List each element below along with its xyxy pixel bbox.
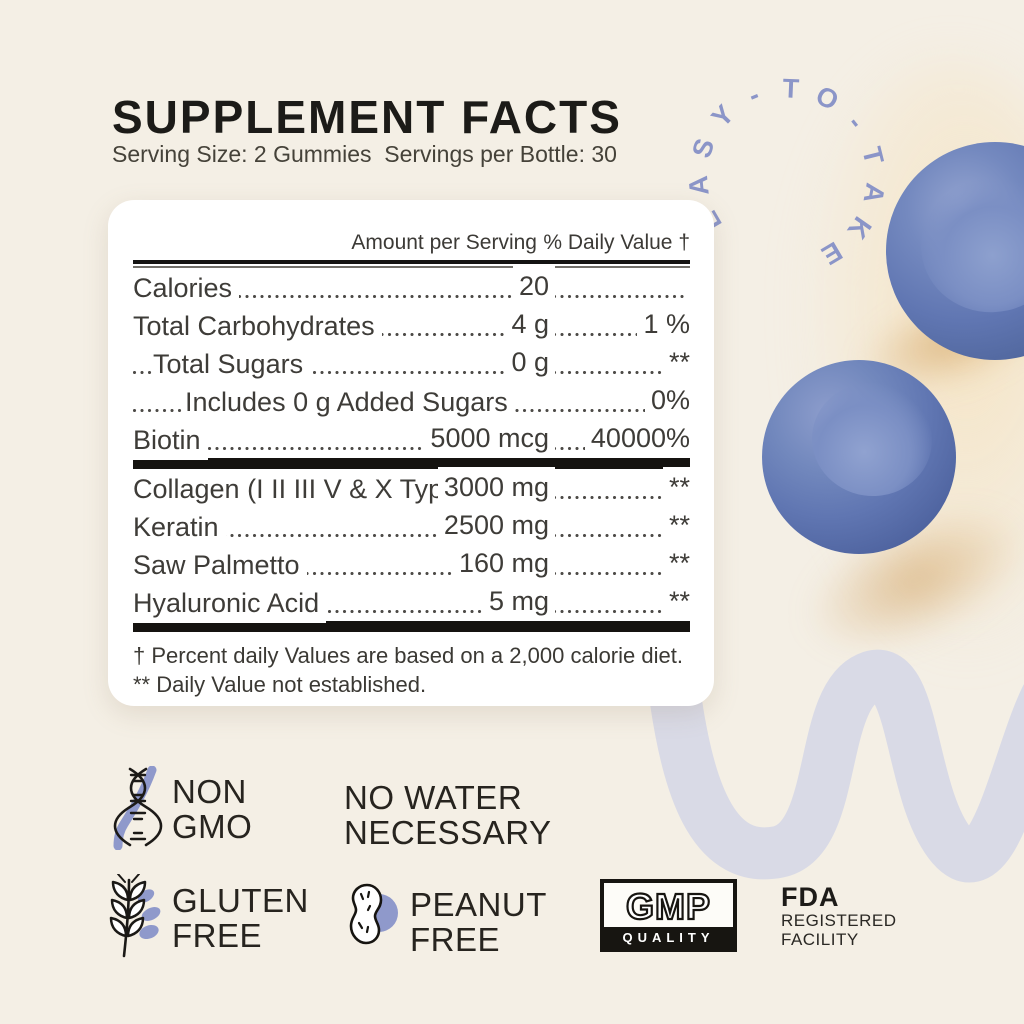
fda-text: FDA xyxy=(781,882,840,912)
non-gmo-label: NON GMO xyxy=(172,774,252,844)
row-label: Calories xyxy=(133,268,240,308)
arc-letter: K xyxy=(841,211,878,245)
row-amount: 20 xyxy=(512,266,555,306)
row-amount: 5000 mcg xyxy=(424,418,555,458)
badge-line: FREE xyxy=(172,917,263,954)
gluten-free-label: GLUTEN FREE xyxy=(172,883,309,953)
page-title: SUPPLEMENT FACTS xyxy=(112,91,622,143)
dna-icon xyxy=(113,766,163,850)
gmp-quality-badge: GMP QUALITY xyxy=(600,879,737,952)
row-label: Keratin xyxy=(133,507,226,547)
gummy-dimple xyxy=(908,163,1024,326)
dot-leader xyxy=(133,572,688,575)
serving-info: Serving Size: 2 Gummies Servings per Bot… xyxy=(112,141,617,167)
facts-row-biotin: Biotin 5000 mcg 40000% xyxy=(133,418,690,460)
facts-row-total-sugars: Total Sugars 0 g ** xyxy=(133,342,690,384)
gmp-quality-bar: QUALITY xyxy=(604,927,733,948)
arc-letter: A xyxy=(857,180,891,206)
badge-line: PEANUT xyxy=(410,886,547,923)
row-amount: 3000 mg xyxy=(437,467,555,507)
facts-row-calories: Calories 20 xyxy=(133,266,690,308)
row-amount: 4 g xyxy=(505,304,555,344)
gmp-text: GMP xyxy=(625,885,711,928)
badge-line: NON xyxy=(172,773,247,810)
badge-line: FREE xyxy=(410,921,501,958)
row-dv: ** xyxy=(662,581,690,621)
fda-registered-facility-badge: FDA REGISTERED FACILITY xyxy=(781,883,897,949)
badge-line: GMO xyxy=(172,808,253,845)
arc-letter: O xyxy=(811,80,844,117)
facts-header-row: Amount per Serving % Daily Value † xyxy=(133,216,690,260)
row-dv: ** xyxy=(662,467,690,507)
row-label: Saw Palmetto xyxy=(133,545,307,585)
row-label: Biotin xyxy=(133,420,208,460)
row-amount: 0 g xyxy=(505,342,555,382)
row-dv: 1 % xyxy=(637,304,690,344)
arc-letter: - xyxy=(841,109,871,135)
row-dv: 0% xyxy=(644,380,690,420)
wheat-icon xyxy=(109,874,161,958)
footnote-not-established: ** Daily Value not established. xyxy=(133,672,427,697)
row-dv: 40000% xyxy=(584,418,690,458)
peanut-icon xyxy=(349,883,398,945)
supplement-facts-panel: Amount per Serving % Daily Value † Calor… xyxy=(108,200,714,706)
column-daily-value: % Daily Value † xyxy=(543,231,690,254)
header-rule xyxy=(133,260,690,268)
row-dv: ** xyxy=(662,543,690,583)
row-amount: 160 mg xyxy=(452,543,555,583)
facts-row-saw-palmetto: Saw Palmetto 160 mg ** xyxy=(133,543,690,585)
badge-line: NECESSARY xyxy=(344,814,552,851)
dot-leader xyxy=(133,295,688,298)
column-amount-per-serving: Amount per Serving xyxy=(351,231,537,254)
row-amount: 2500 mg xyxy=(437,505,555,545)
arc-letter: E xyxy=(816,235,848,271)
section-divider xyxy=(133,458,690,469)
row-label: Includes 0 g Added Sugars xyxy=(185,382,515,422)
no-water-necessary-label: NO WATER NECESSARY xyxy=(344,780,551,850)
dot-leader xyxy=(133,371,688,374)
facts-row-carbohydrates: Total Carbohydrates 4 g 1 % xyxy=(133,304,690,346)
row-label: Collagen (I II III V & X Types) xyxy=(133,469,488,509)
dot-leader xyxy=(133,610,688,613)
arc-letter: - xyxy=(744,79,764,111)
dot-leader xyxy=(133,333,688,336)
row-dv: ** xyxy=(662,342,690,382)
fda-facility: FACILITY xyxy=(781,930,859,949)
fda-registered: REGISTERED xyxy=(781,911,897,930)
arc-letter: S xyxy=(686,134,721,162)
badge-line: NO WATER xyxy=(344,779,523,816)
gummy-dimple xyxy=(805,375,940,504)
row-label: Hyaluronic Acid xyxy=(133,583,327,623)
facts-row-hyaluronic-acid: Hyaluronic Acid 5 mg ** xyxy=(133,581,690,623)
section-divider xyxy=(133,621,690,632)
row-dv: ** xyxy=(662,505,690,545)
arc-letter: Y xyxy=(705,99,740,133)
facts-row-collagen: Collagen (I II III V & X Types) 3000 mg … xyxy=(133,467,690,509)
footnotes: † Percent daily Values are based on a 2,… xyxy=(133,641,690,699)
dot-leader xyxy=(133,534,688,537)
arc-letter: T xyxy=(781,73,800,104)
row-amount: 5 mg xyxy=(482,581,555,621)
footnote-daily-value: † Percent daily Values are based on a 2,… xyxy=(133,643,683,668)
row-label: Total Carbohydrates xyxy=(133,306,382,346)
facts-row-added-sugars: Includes 0 g Added Sugars 0% xyxy=(133,380,690,422)
row-label: Total Sugars xyxy=(153,344,311,384)
badge-line: GLUTEN xyxy=(172,882,309,919)
peanut-free-label: PEANUT FREE xyxy=(410,887,547,957)
dot-leader xyxy=(133,447,688,450)
blue-gummy-middle xyxy=(762,360,956,554)
arc-letter: A xyxy=(683,174,715,197)
facts-row-keratin: Keratin 2500 mg ** xyxy=(133,505,690,547)
